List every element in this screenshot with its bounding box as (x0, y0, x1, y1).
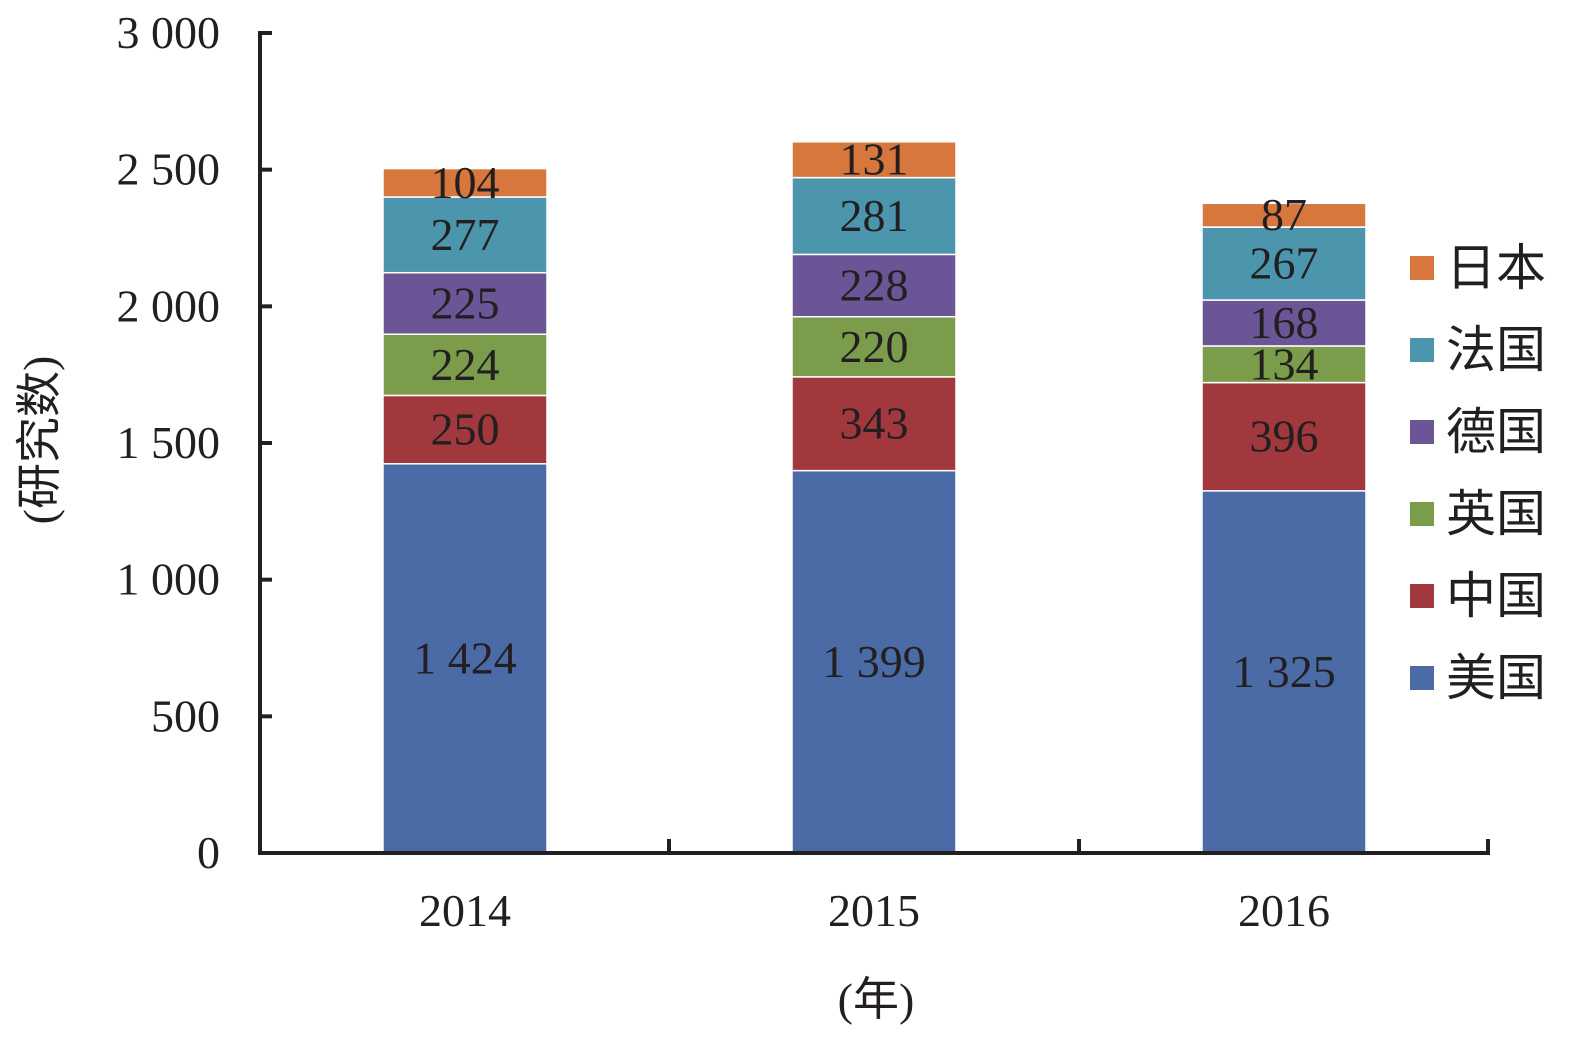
data-label-2014-5: 104 (431, 157, 500, 208)
data-label-2014-0: 1 424 (413, 632, 517, 683)
bar-segment-2016-0 (1201, 490, 1367, 854)
x-tick-label: 2015 (828, 885, 920, 936)
bar-segment-2014-4 (382, 196, 548, 274)
data-label-2016-5: 87 (1261, 189, 1307, 240)
bar-segment-2014-0 (382, 463, 548, 854)
bar-segment-2014-5 (382, 167, 548, 198)
bar-segment-2016-2 (1201, 345, 1367, 384)
y-tick-label: 2 000 (117, 280, 221, 331)
legend-swatch-4 (1410, 338, 1434, 362)
legend-swatch-0 (1410, 666, 1434, 690)
legend-label-0: 美国 (1446, 650, 1546, 706)
data-label-2015-1: 343 (840, 398, 909, 449)
bar-segment-2015-3 (791, 253, 957, 318)
data-label-2015-2: 220 (840, 321, 909, 372)
x-tick-label: 2016 (1238, 885, 1330, 936)
data-label-2016-0: 1 325 (1232, 646, 1336, 697)
y-tick-label: 3 000 (117, 7, 221, 58)
y-ticks-layer: 0 500 1 000 1 500 2 000 2 500 3 000 (117, 7, 272, 878)
legend-swatch-1 (1410, 584, 1434, 608)
data-label-2016-4: 267 (1250, 238, 1319, 289)
data-label-2016-3: 168 (1250, 297, 1319, 348)
data-label-2014-4: 277 (431, 209, 500, 260)
data-label-2015-0: 1 399 (822, 636, 926, 687)
bar-segment-2016-3 (1201, 299, 1367, 347)
legend-label-4: 法国 (1446, 322, 1546, 378)
bar-segment-2015-4 (791, 176, 957, 256)
bar-segment-2016-4 (1201, 226, 1367, 301)
bar-segment-2016-5 (1201, 202, 1367, 228)
data-label-2014-3: 225 (431, 277, 500, 328)
data-label-2016-1: 396 (1250, 411, 1319, 462)
legend-swatch-3 (1410, 420, 1434, 444)
legend-swatch-5 (1410, 256, 1434, 280)
bar-segment-2014-3 (382, 271, 548, 335)
data-label-2015-5: 131 (840, 134, 909, 185)
legend-label-3: 德国 (1446, 404, 1546, 460)
y-tick-label: 500 (151, 690, 220, 741)
y-tick-label: 1 500 (117, 417, 221, 468)
x-ticks-layer: 2014 2015 2016 (258, 839, 1490, 936)
bar-segment-2015-0 (791, 469, 957, 854)
y-tick-label: 0 (197, 827, 220, 878)
y-axis-title: (研究数) (14, 356, 65, 525)
legend-swatch-2 (1410, 502, 1434, 526)
x-axis-title: (年) (838, 974, 915, 1025)
legend-label-1: 中国 (1446, 568, 1546, 624)
data-label-2015-4: 281 (840, 190, 909, 241)
y-tick-label: 1 000 (117, 554, 221, 605)
data-label-2014-2: 224 (431, 339, 500, 390)
legend-label-2: 英国 (1446, 486, 1546, 542)
data-label-2016-2: 134 (1250, 338, 1319, 389)
bar-segment-2015-5 (791, 141, 957, 179)
bar-segment-2015-2 (791, 315, 957, 378)
legend-label-5: 日本 (1446, 240, 1546, 296)
x-tick-label: 2014 (419, 885, 511, 936)
bars-layer (382, 141, 1367, 854)
bar-segment-2015-1 (791, 376, 957, 472)
y-tick-label: 2 500 (117, 144, 221, 195)
data-label-2014-1: 250 (431, 404, 500, 455)
bar-segment-2014-1 (382, 394, 548, 465)
data-label-2015-3: 228 (840, 260, 909, 311)
